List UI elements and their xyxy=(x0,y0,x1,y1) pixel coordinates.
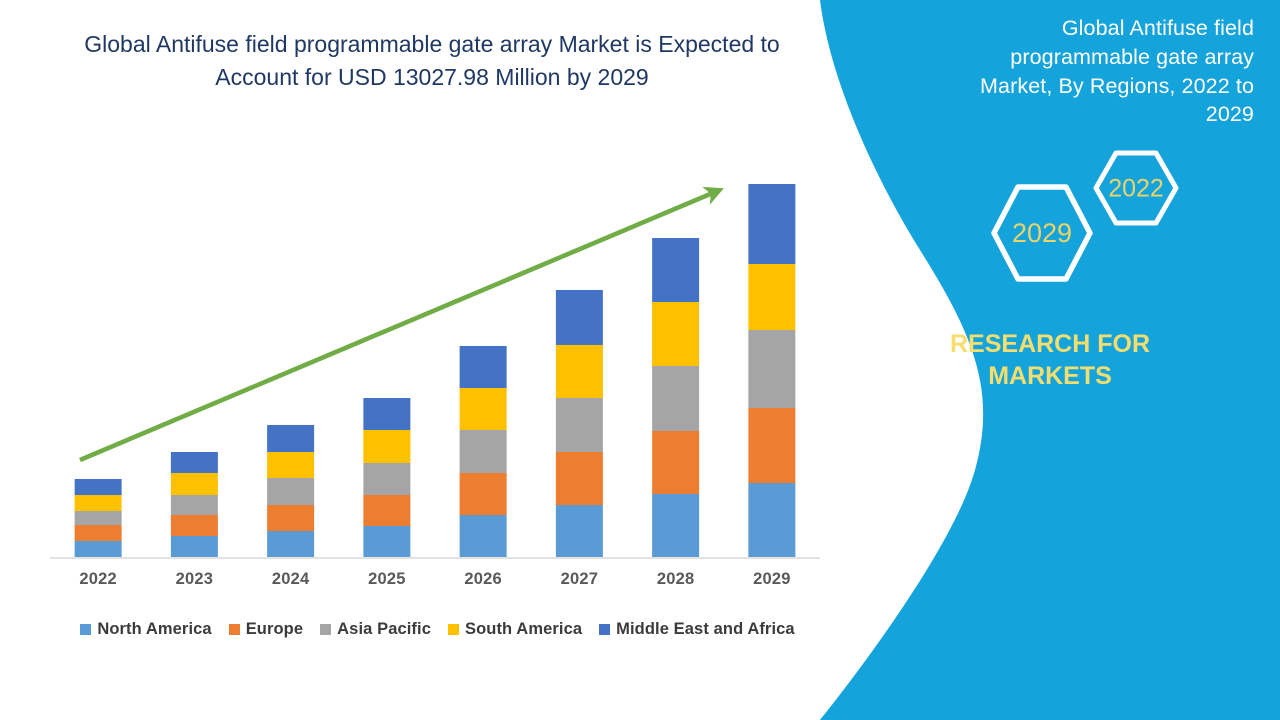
x-axis-tick-2023: 2023 xyxy=(175,570,214,588)
legend-item-middle-east-and-africa[interactable]: Middle East and Africa xyxy=(599,620,795,639)
chart-title: Global Antifuse field programmable gate … xyxy=(84,31,780,90)
bar-segment xyxy=(555,345,603,398)
bar-segment xyxy=(170,515,218,536)
bar-segment xyxy=(652,366,700,431)
bar-segment xyxy=(555,290,603,345)
bar-segment xyxy=(74,525,122,541)
x-axis-tick-2025: 2025 xyxy=(368,570,406,588)
legend-swatch-icon xyxy=(599,623,611,635)
bar-segment xyxy=(652,302,700,366)
bar-segment xyxy=(555,398,603,452)
bar-segment xyxy=(363,526,411,557)
bar-segment xyxy=(652,494,700,557)
x-axis-tick-2022: 2022 xyxy=(79,570,117,588)
bar-segment xyxy=(170,495,218,515)
legend-swatch-icon xyxy=(448,623,459,635)
x-axis-tick-2029: 2029 xyxy=(753,570,791,588)
bar-segment xyxy=(748,483,796,557)
bar-segment xyxy=(748,408,796,483)
bar-segment xyxy=(267,452,315,478)
bar-segment xyxy=(363,495,411,526)
bar-segment xyxy=(267,505,315,531)
bar-segment xyxy=(555,452,603,505)
bar-segment xyxy=(748,264,796,330)
bar-segment xyxy=(555,505,603,557)
bar-segment xyxy=(748,184,796,264)
legend-swatch-icon xyxy=(80,623,92,635)
legend-item-europe[interactable]: Europe xyxy=(228,619,304,639)
chart-plot-area xyxy=(50,184,820,559)
bars-group xyxy=(74,184,796,557)
bar-segment xyxy=(459,473,507,515)
bar-segment xyxy=(459,346,507,388)
legend-label: Europe xyxy=(245,619,304,638)
legend-item-north-america[interactable]: North America xyxy=(80,619,212,639)
legend-item-south-america[interactable]: South America xyxy=(448,620,582,639)
bar-segment xyxy=(267,531,315,557)
blue-wave-panel xyxy=(820,0,1280,720)
bar-segment xyxy=(652,431,700,494)
bar-segment xyxy=(170,452,218,473)
x-axis-tick-2028: 2028 xyxy=(656,570,695,588)
legend-swatch-icon xyxy=(228,623,240,635)
legend-label: North America xyxy=(97,619,212,638)
bar-segment xyxy=(363,463,411,495)
x-axis-tick-2024: 2024 xyxy=(271,570,310,588)
bar-segment xyxy=(652,238,700,302)
wave-shape xyxy=(820,0,1280,720)
bar-segment xyxy=(74,511,122,525)
legend-label: Asia Pacific xyxy=(337,619,431,638)
x-axis-tick-2026: 2026 xyxy=(464,570,502,588)
bar-segment xyxy=(459,515,507,557)
x-axis-labels: 2022 2023 2024 2025 2026 2027 2028 2029 xyxy=(50,570,820,600)
bar-segment xyxy=(363,430,411,463)
bar-segment xyxy=(74,479,122,495)
bar-segment xyxy=(459,430,507,473)
chart-legend: North America Europe Asia Pacific South Ame… xyxy=(50,615,825,643)
bar-segment xyxy=(267,425,315,452)
legend-label: Middle East and Africa xyxy=(616,619,795,638)
bar-segment xyxy=(170,536,218,557)
x-axis-tick-2027: 2027 xyxy=(560,570,599,588)
legend-label: South America xyxy=(465,619,583,638)
bar-segment xyxy=(459,388,507,430)
bar-segment xyxy=(74,495,122,511)
bar-segment xyxy=(363,398,411,430)
growth-trend-arrow xyxy=(79,186,724,463)
bar-segment xyxy=(267,478,315,505)
legend-swatch-icon xyxy=(320,623,332,635)
bar-segment xyxy=(74,541,122,557)
bar-segment xyxy=(170,473,218,495)
legend-item-asia-pacific[interactable]: Asia Pacific xyxy=(320,620,431,639)
bar-segment xyxy=(748,330,796,408)
